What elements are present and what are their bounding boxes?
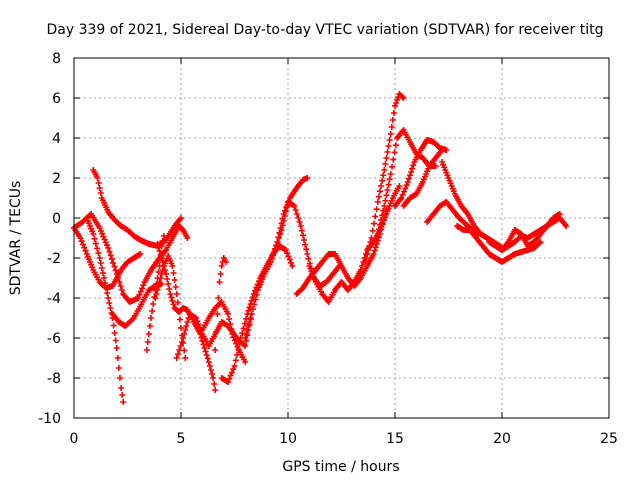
series-track-p [293, 207, 390, 297]
series-track-r [362, 91, 407, 265]
y-tick-label: 4 [52, 131, 61, 147]
x-tick-label: 10 [279, 431, 297, 447]
plus-markers [499, 211, 563, 253]
plus-markers [392, 137, 450, 209]
y-axis-ticks: -10 -8 -6 -4 -2 0 2 4 6 8 [38, 51, 609, 427]
series-track-h [152, 253, 189, 361]
series-track-l [212, 255, 229, 353]
x-tick-label: 25 [600, 431, 618, 447]
series-track-j [184, 307, 219, 393]
series-track-k [199, 299, 249, 365]
grid-lines [74, 58, 609, 418]
data-points [71, 91, 570, 405]
plus-markers [400, 147, 446, 209]
plus-markers [293, 207, 390, 297]
y-tick-label: 0 [52, 211, 61, 227]
series-track-t [392, 137, 450, 209]
chart-title: Day 339 of 2021, Sidereal Day-to-day VTE… [47, 22, 604, 38]
plus-markers [454, 223, 544, 265]
series-track-d [83, 215, 127, 405]
x-axis-label: GPS time / hours [282, 459, 399, 475]
y-tick-label: 2 [52, 171, 61, 187]
series-track-u [400, 147, 446, 209]
y-tick-label: -10 [38, 411, 61, 427]
x-tick-label: 5 [177, 431, 186, 447]
plus-markers [184, 307, 219, 393]
series-track-e [109, 281, 165, 329]
plus-markers [152, 253, 189, 361]
y-tick-label: -4 [47, 291, 61, 307]
series-track-z [499, 211, 563, 253]
y-tick-label: -2 [47, 251, 61, 267]
x-tick-label: 15 [386, 431, 404, 447]
plus-markers [362, 91, 407, 265]
y-tick-label: 6 [52, 91, 61, 107]
plus-markers [212, 255, 229, 353]
plus-markers [83, 215, 127, 405]
y-tick-label: -6 [47, 331, 61, 347]
y-tick-label: -8 [47, 371, 61, 387]
x-tick-label: 0 [70, 431, 79, 447]
plus-markers [199, 299, 249, 365]
series-track-x [454, 223, 544, 265]
plot-frame [73, 57, 610, 419]
x-axis-ticks: 0 5 10 15 20 25 [70, 58, 618, 447]
plus-markers [109, 281, 165, 329]
x-tick-label: 20 [493, 431, 511, 447]
y-tick-label: 8 [52, 51, 61, 67]
series-track-o [272, 199, 343, 289]
plus-markers [272, 199, 343, 289]
y-axis-label: SDTVAR / TECUs [8, 181, 24, 296]
